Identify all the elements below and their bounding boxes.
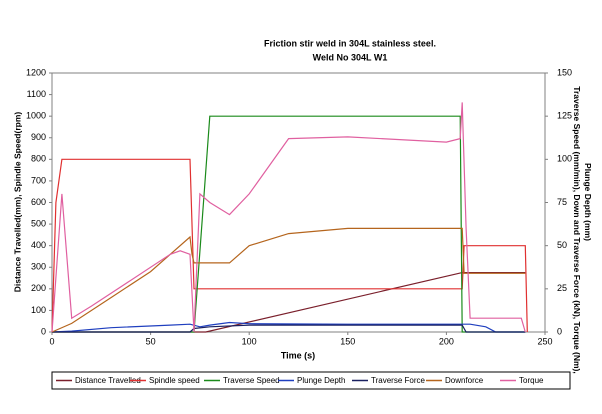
y2-tick-label: 125 bbox=[557, 111, 572, 121]
chart-title: Friction stir weld in 304L stainless ste… bbox=[264, 38, 436, 48]
plot-frame bbox=[51, 72, 546, 333]
legend-label: Traverse Speed bbox=[223, 376, 280, 385]
y-tick-label: 600 bbox=[31, 197, 46, 207]
series-line bbox=[51, 321, 526, 333]
legend-label: Plunge Depth bbox=[297, 376, 345, 385]
x-tick-label: 250 bbox=[537, 336, 552, 346]
y-tick-label: 200 bbox=[31, 283, 46, 293]
y-tick-label: 300 bbox=[31, 262, 46, 272]
x-tick-label: 0 bbox=[49, 336, 54, 346]
y-tick-label: 100 bbox=[31, 305, 46, 315]
y-axis-label: Distance Travelled(mm), Spindle Speed(rp… bbox=[12, 112, 22, 293]
series-line bbox=[52, 115, 526, 333]
legend-label: Torque bbox=[519, 376, 544, 385]
y2-axis-label: Plunge Depth (mm) bbox=[583, 163, 593, 241]
y-tick-label: 700 bbox=[31, 175, 46, 185]
legend-label: Distance Travelled bbox=[75, 376, 141, 385]
series-line bbox=[51, 102, 526, 333]
series-line bbox=[52, 272, 526, 333]
y-tick-label: 0 bbox=[41, 326, 46, 336]
x-tick-label: 150 bbox=[340, 336, 355, 346]
x-tick-label: 200 bbox=[439, 336, 454, 346]
legend-box bbox=[51, 371, 571, 390]
y-tick-label: 1100 bbox=[27, 89, 46, 99]
y-tick-label: 1200 bbox=[26, 67, 46, 77]
x-tick-label: 50 bbox=[146, 336, 156, 346]
legend-label: Spindle speed bbox=[149, 376, 200, 385]
legend-label: Traverse Force bbox=[371, 376, 425, 385]
y2-tick-label: 25 bbox=[557, 283, 567, 293]
y2-tick-label: 100 bbox=[557, 154, 572, 164]
x-axis-label: Time (s) bbox=[281, 350, 315, 360]
x-tick-label: 100 bbox=[242, 336, 257, 346]
y-tick-label: 800 bbox=[31, 154, 46, 164]
y-tick-label: 1000 bbox=[26, 111, 46, 121]
y2-tick-label: 50 bbox=[557, 240, 567, 250]
y2-tick-label: 0 bbox=[557, 326, 562, 336]
y-tick-label: 400 bbox=[31, 240, 46, 250]
y-tick-label: 900 bbox=[31, 132, 46, 142]
y2-axis-label: Traverse Speed (mm/min), Down and Traver… bbox=[572, 86, 582, 374]
chart-title: Weld No 304L W1 bbox=[313, 52, 388, 62]
y2-tick-label: 75 bbox=[557, 197, 567, 207]
y-tick-label: 500 bbox=[31, 218, 46, 228]
series-line bbox=[52, 324, 526, 333]
legend-label: Downforce bbox=[445, 376, 484, 385]
series-line bbox=[51, 227, 526, 333]
y2-tick-label: 150 bbox=[557, 67, 572, 77]
series-line bbox=[51, 158, 528, 333]
